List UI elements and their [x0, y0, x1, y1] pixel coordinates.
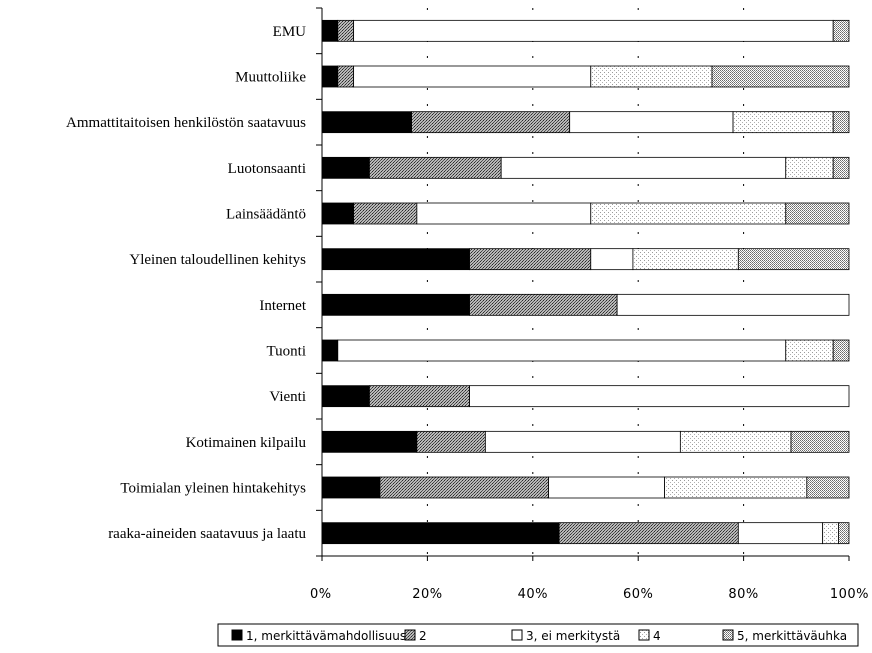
category-label: Kotimainen kilpailu: [186, 435, 307, 451]
bar-segment: [321, 248, 470, 271]
legend-label: 4: [653, 629, 661, 643]
bar-segment: [832, 156, 850, 179]
bar-segment: [469, 293, 618, 316]
bar-segment: [822, 522, 839, 545]
bar-segment: [737, 248, 850, 271]
bar-segment: [321, 202, 355, 225]
x-tick-label: 40%: [518, 587, 548, 602]
bar-segment: [785, 202, 850, 225]
legend: 1, merkittävämahdollisuus 2 3, ei merkitys…: [217, 623, 859, 647]
category-labels: EMU Muuttoliike Ammattitaitoisen henkilöst…: [66, 24, 307, 542]
bar-segment: [785, 156, 834, 179]
bar-segment: [337, 339, 787, 362]
bar-segment: [632, 248, 739, 271]
bar-segment: [664, 476, 808, 499]
category-label: EMU: [273, 24, 307, 40]
bar-segment: [732, 111, 834, 134]
category-label: Vienti: [269, 389, 306, 405]
bar-segment: [737, 522, 824, 545]
bar-segment: [790, 430, 850, 453]
bar-segment: [353, 65, 592, 88]
bar-segment: [484, 430, 681, 453]
x-tick-labels: 0% 20% 40% 60% 80% 100%: [310, 587, 869, 602]
bar-segment: [321, 19, 339, 42]
bar-segment: [416, 430, 486, 453]
category-label: Toimialan yleinen hintakehitys: [120, 481, 306, 497]
legend-label: 5, merkittäväuhka: [737, 629, 847, 643]
bar-segment: [321, 339, 339, 362]
bar-segment: [369, 385, 470, 408]
legend-swatch: [231, 629, 243, 641]
bar-segment: [548, 476, 665, 499]
bar-segment: [469, 248, 592, 271]
bar-segment: [321, 476, 381, 499]
bar-segment: [411, 111, 571, 134]
category-label: raaka-aineiden saatavuus ja laatu: [108, 526, 306, 542]
bar-segment: [590, 248, 634, 271]
legend-label: 1, merkittävämahdollisuus: [246, 629, 406, 643]
bar-segment: [321, 65, 339, 88]
x-tick-label: 60%: [623, 587, 653, 602]
bar-segment: [353, 202, 418, 225]
legend-swatch: [404, 629, 416, 641]
legend-box: [217, 623, 859, 647]
bar-segment: [469, 385, 850, 408]
bar-segment: [369, 156, 502, 179]
bar-segment: [832, 339, 850, 362]
category-label: Ammattitaitoisen henkilöstön saatavuus: [66, 115, 306, 131]
category-label: Muuttoliike: [235, 70, 306, 86]
bar-segment: [711, 65, 850, 88]
category-label: Internet: [259, 298, 306, 314]
axes: [316, 7, 850, 561]
category-label: Luotonsaanti: [228, 161, 306, 177]
bar-segment: [416, 202, 592, 225]
legend-swatch: [638, 629, 650, 641]
x-tick-label: 20%: [412, 587, 442, 602]
legend-label: 3, ei merkitystä: [526, 629, 620, 643]
x-tick-label: 100%: [830, 587, 869, 602]
bar-segment: [321, 385, 370, 408]
bar-segment: [616, 293, 850, 316]
bar-segment: [500, 156, 787, 179]
bar-segment: [590, 202, 787, 225]
bar-segment: [785, 339, 834, 362]
legend-label: 2: [419, 629, 427, 643]
category-label: Yleinen taloudellinen kehitys: [129, 252, 306, 268]
bars: [321, 19, 850, 545]
bar-segment: [832, 111, 850, 134]
legend-swatch: [511, 629, 523, 641]
bar-segment: [321, 522, 560, 545]
bar-segment: [590, 65, 713, 88]
bar-segment: [321, 156, 370, 179]
legend-swatch: [722, 629, 734, 641]
category-label: Lainsäädäntö: [226, 207, 306, 223]
bar-segment: [806, 476, 850, 499]
bar-segment: [569, 111, 734, 134]
bar-segment: [337, 19, 355, 42]
bar-segment: [321, 111, 412, 134]
gridlines: [426, 8, 745, 556]
bar-segment: [679, 430, 792, 453]
bar-segment: [321, 293, 470, 316]
bar-segment: [838, 522, 850, 545]
x-tick-label: 0%: [310, 587, 332, 602]
bar-segment: [321, 430, 418, 453]
bar-segment: [558, 522, 739, 545]
bar-segment: [337, 65, 355, 88]
bar-segment: [353, 19, 834, 42]
bar-segment: [379, 476, 550, 499]
bar-segment: [832, 19, 850, 42]
category-label: Tuonti: [267, 344, 306, 360]
x-tick-label: 80%: [728, 587, 758, 602]
